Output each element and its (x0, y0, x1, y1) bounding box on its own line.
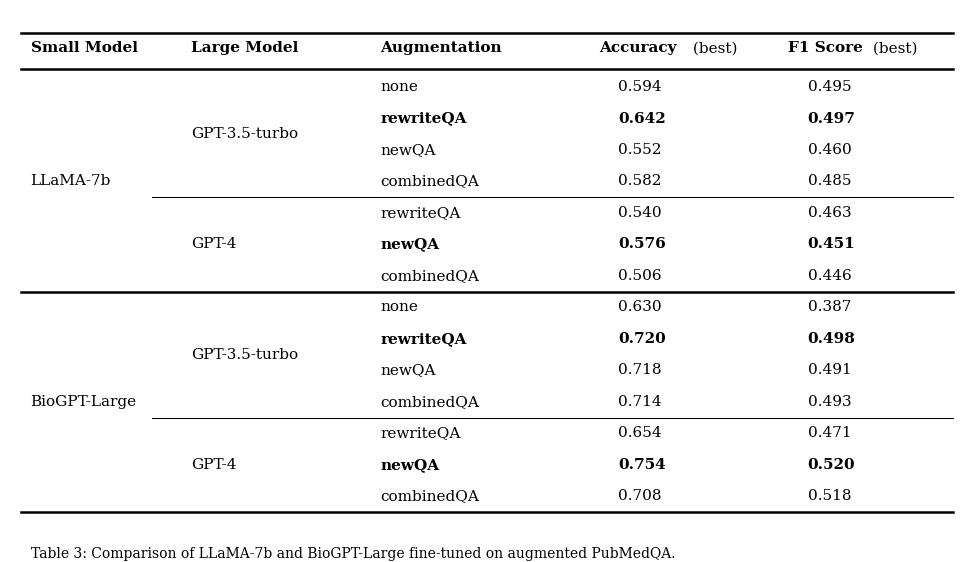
Text: 0.497: 0.497 (807, 111, 855, 125)
Text: Table 3: Comparison of LLaMA-7b and BioGPT-Large fine-tuned on augmented PubMedQ: Table 3: Comparison of LLaMA-7b and BioG… (30, 547, 675, 560)
Text: rewriteQA: rewriteQA (380, 206, 461, 220)
Text: GPT-4: GPT-4 (191, 238, 237, 251)
Text: 0.754: 0.754 (618, 458, 666, 472)
Text: 0.714: 0.714 (618, 395, 661, 409)
Text: F1 Score: F1 Score (788, 42, 863, 55)
Text: 0.463: 0.463 (807, 206, 851, 220)
Text: newQA: newQA (380, 143, 435, 157)
Text: rewriteQA: rewriteQA (380, 332, 467, 346)
Text: none: none (380, 301, 418, 315)
Text: 0.387: 0.387 (807, 301, 851, 315)
Text: newQA: newQA (380, 238, 439, 251)
Text: combinedQA: combinedQA (380, 269, 479, 283)
Text: Small Model: Small Model (30, 42, 137, 55)
Text: GPT-3.5-turbo: GPT-3.5-turbo (191, 127, 298, 141)
Text: newQA: newQA (380, 458, 439, 472)
Text: combinedQA: combinedQA (380, 395, 479, 409)
Text: none: none (380, 80, 418, 94)
Text: newQA: newQA (380, 364, 435, 378)
Text: (best): (best) (868, 42, 918, 55)
Text: 0.506: 0.506 (618, 269, 661, 283)
Text: 0.460: 0.460 (807, 143, 851, 157)
Text: BioGPT-Large: BioGPT-Large (30, 395, 136, 409)
Text: 0.594: 0.594 (618, 80, 661, 94)
Text: 0.520: 0.520 (807, 458, 855, 472)
Text: 0.485: 0.485 (807, 174, 851, 188)
Text: 0.540: 0.540 (618, 206, 661, 220)
Text: 0.582: 0.582 (618, 174, 661, 188)
Text: 0.552: 0.552 (618, 143, 661, 157)
Text: 0.495: 0.495 (807, 80, 851, 94)
Text: 0.518: 0.518 (807, 490, 851, 504)
Text: Large Model: Large Model (191, 42, 298, 55)
Text: 0.708: 0.708 (618, 490, 661, 504)
Text: GPT-3.5-turbo: GPT-3.5-turbo (191, 348, 298, 362)
Text: 0.446: 0.446 (807, 269, 851, 283)
Text: combinedQA: combinedQA (380, 174, 479, 188)
Text: 0.718: 0.718 (618, 364, 661, 378)
Text: 0.493: 0.493 (807, 395, 851, 409)
Text: Augmentation: Augmentation (380, 42, 502, 55)
Text: 0.576: 0.576 (618, 238, 666, 251)
Text: LLaMA-7b: LLaMA-7b (30, 174, 111, 188)
Text: (best): (best) (688, 42, 737, 55)
Text: 0.471: 0.471 (807, 427, 851, 441)
Text: 0.642: 0.642 (618, 111, 666, 125)
Text: 0.498: 0.498 (807, 332, 855, 346)
Text: rewriteQA: rewriteQA (380, 111, 467, 125)
Text: GPT-4: GPT-4 (191, 458, 237, 472)
Text: 0.654: 0.654 (618, 427, 661, 441)
Text: 0.451: 0.451 (807, 238, 855, 251)
Text: Accuracy: Accuracy (599, 42, 676, 55)
Text: 0.630: 0.630 (618, 301, 661, 315)
Text: combinedQA: combinedQA (380, 490, 479, 504)
Text: rewriteQA: rewriteQA (380, 427, 461, 441)
Text: 0.491: 0.491 (807, 364, 851, 378)
Text: 0.720: 0.720 (618, 332, 666, 346)
